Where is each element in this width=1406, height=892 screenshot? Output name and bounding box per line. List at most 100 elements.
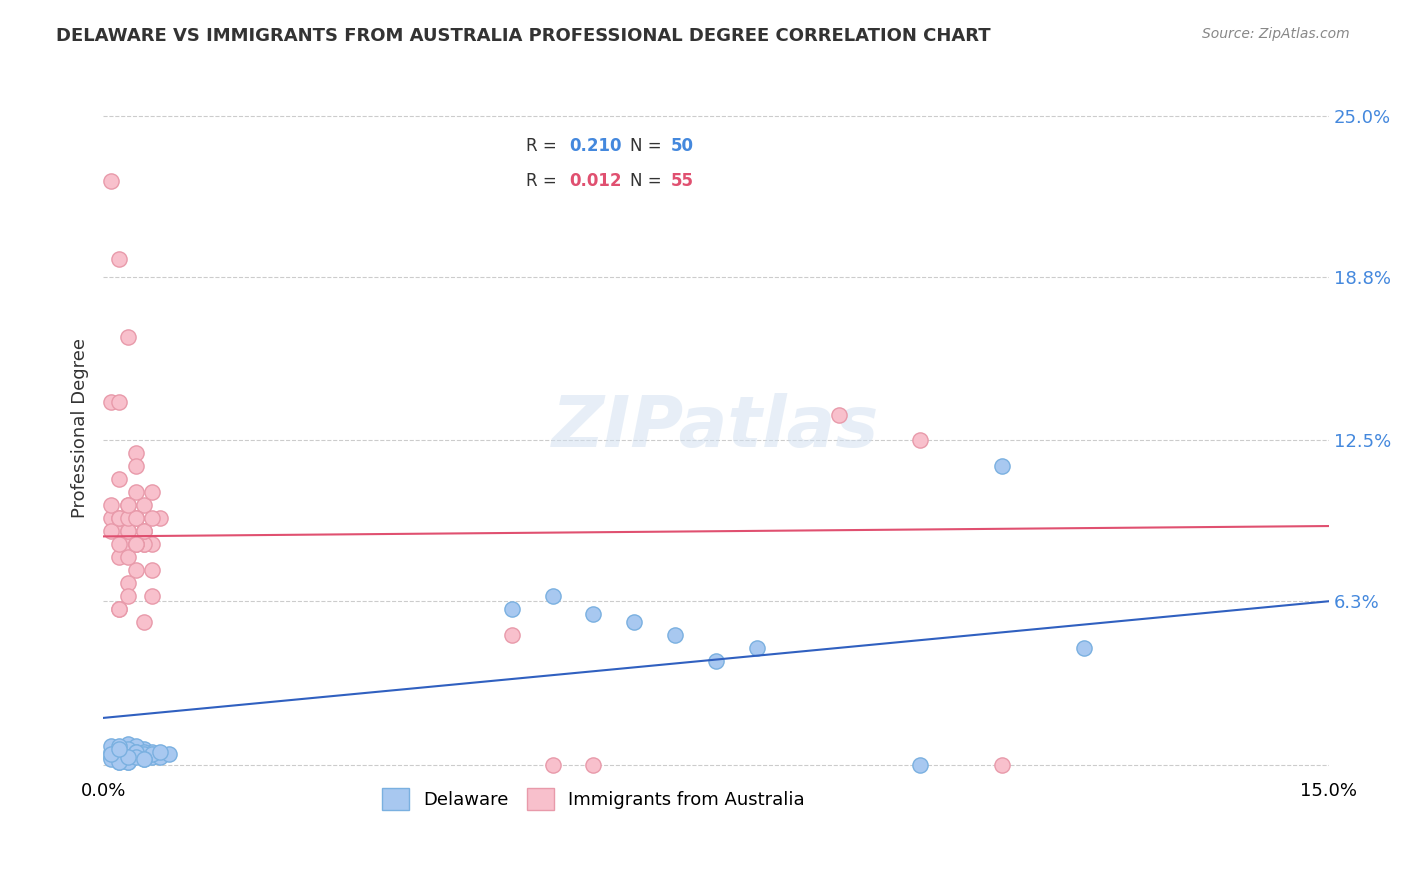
Delaware [125,739,148,754]
Delaware [132,752,155,766]
Text: N =: N = [630,137,666,155]
Delaware [117,742,139,756]
Immigrants from Australia [132,524,155,539]
Delaware [117,755,139,769]
Immigrants from Australia [132,537,155,551]
Immigrants from Australia [125,446,148,460]
Delaware [100,745,122,759]
Delaware [149,747,172,762]
Delaware [132,745,155,759]
Immigrants from Australia [117,524,139,539]
Delaware [117,749,139,764]
Immigrants from Australia [117,576,139,591]
Text: ZIPatlas: ZIPatlas [553,393,880,462]
Text: N =: N = [630,172,666,190]
Text: Source: ZipAtlas.com: Source: ZipAtlas.com [1202,27,1350,41]
Immigrants from Australia [132,615,155,629]
Immigrants from Australia [141,589,163,603]
Immigrants from Australia [132,537,155,551]
Immigrants from Australia [149,511,172,525]
Delaware [582,607,605,622]
Immigrants from Australia [108,472,131,486]
Delaware [125,745,148,759]
Immigrants from Australia [541,757,564,772]
Delaware [132,752,155,766]
Delaware [157,747,180,762]
Delaware [100,739,122,754]
Delaware [910,757,932,772]
Delaware [108,755,131,769]
Delaware [117,749,139,764]
Delaware [664,628,686,642]
Delaware [108,745,131,759]
Delaware [117,737,139,751]
Immigrants from Australia [125,537,148,551]
Text: R =: R = [526,172,562,190]
Immigrants from Australia [117,589,139,603]
Delaware [132,747,155,762]
Immigrants from Australia [117,330,139,344]
Immigrants from Australia [108,602,131,616]
Immigrants from Australia [125,537,148,551]
Delaware [141,747,163,762]
Delaware [108,745,131,759]
Immigrants from Australia [141,511,163,525]
Immigrants from Australia [125,511,148,525]
Delaware [125,745,148,759]
Delaware [108,755,131,769]
Delaware [108,739,131,754]
Immigrants from Australia [117,537,139,551]
Text: 0.210: 0.210 [569,137,621,155]
Delaware [117,747,139,762]
Text: 0.012: 0.012 [569,172,621,190]
Delaware [501,602,523,616]
Delaware [704,654,727,668]
Immigrants from Australia [125,511,148,525]
Delaware [100,749,122,764]
Immigrants from Australia [100,498,122,512]
Immigrants from Australia [108,524,131,539]
Immigrants from Australia [100,524,122,539]
Delaware [117,742,139,756]
Immigrants from Australia [117,550,139,565]
Delaware [541,589,564,603]
Delaware [623,615,645,629]
Text: 55: 55 [671,172,693,190]
Immigrants from Australia [100,394,122,409]
Delaware [132,747,155,762]
Immigrants from Australia [117,498,139,512]
Delaware [1073,640,1095,655]
Immigrants from Australia [582,757,605,772]
Delaware [125,745,148,759]
Delaware [100,752,122,766]
Immigrants from Australia [125,563,148,577]
Immigrants from Australia [501,628,523,642]
Immigrants from Australia [132,524,155,539]
Y-axis label: Professional Degree: Professional Degree [72,337,89,517]
Immigrants from Australia [117,498,139,512]
Delaware [117,755,139,769]
Immigrants from Australia [117,511,139,525]
Delaware [141,745,163,759]
Delaware [745,640,768,655]
Immigrants from Australia [991,757,1014,772]
Delaware [132,742,155,756]
Immigrants from Australia [100,511,122,525]
Immigrants from Australia [100,174,122,188]
Immigrants from Australia [125,511,148,525]
Immigrants from Australia [108,252,131,266]
Immigrants from Australia [125,485,148,500]
Immigrants from Australia [117,524,139,539]
Delaware [141,749,163,764]
Immigrants from Australia [827,408,849,422]
Immigrants from Australia [132,498,155,512]
Delaware [100,747,122,762]
Immigrants from Australia [108,394,131,409]
Text: 50: 50 [671,137,693,155]
Immigrants from Australia [108,602,131,616]
Immigrants from Australia [108,511,131,525]
Delaware [125,749,148,764]
Delaware [149,749,172,764]
Delaware [149,745,172,759]
Immigrants from Australia [125,537,148,551]
